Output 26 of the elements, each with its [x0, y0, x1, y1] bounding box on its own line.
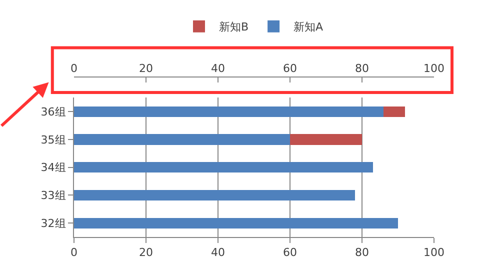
x-tick-label: 20 [139, 62, 153, 75]
bar [74, 190, 355, 200]
x2-tick-label: 40 [211, 246, 225, 260]
y-tick-label: 34组 [40, 161, 66, 174]
y-tick-label: 33组 [40, 189, 66, 202]
x2-tick-label: 60 [283, 246, 297, 260]
legend-label: 新知A [294, 20, 324, 34]
bar [74, 134, 290, 145]
bar [290, 134, 362, 145]
bar [384, 106, 406, 117]
x-tick-label: 100 [424, 62, 444, 75]
y-tick-label: 35组 [40, 133, 66, 146]
x2-tick-label: 20 [139, 246, 153, 260]
bar [74, 162, 373, 173]
legend-label: 新知B [219, 20, 249, 34]
y-tick-label: 32组 [40, 216, 66, 230]
x-tick-label: 0 [70, 62, 78, 75]
bar [74, 218, 398, 228]
x2-tick-label: 100 [424, 246, 444, 260]
x-tick-label: 60 [283, 62, 297, 75]
x2-tick-label: 0 [70, 246, 78, 260]
y-tick-label: 36组 [40, 105, 66, 118]
bar [74, 106, 384, 117]
x-tick-label: 80 [355, 62, 369, 75]
x2-tick-label: 80 [355, 246, 369, 260]
x-tick-label: 40 [211, 62, 225, 75]
